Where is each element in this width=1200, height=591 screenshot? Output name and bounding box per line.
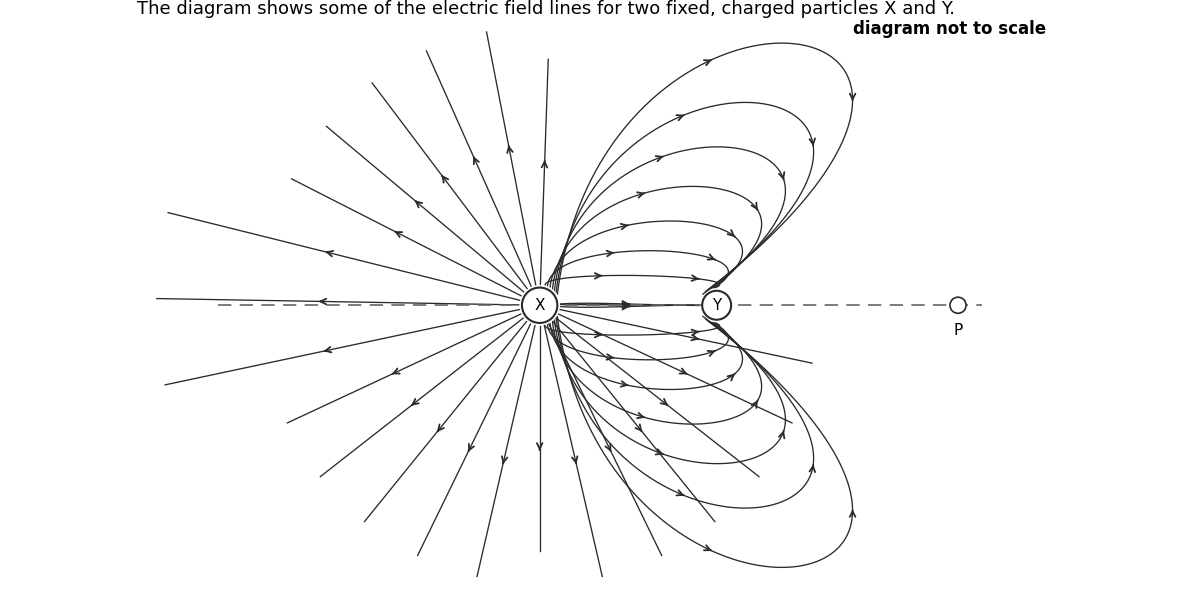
Circle shape (950, 297, 966, 313)
Text: The diagram shows some of the electric field lines for two fixed, charged partic: The diagram shows some of the electric f… (138, 0, 955, 18)
Text: diagram not to scale: diagram not to scale (853, 20, 1046, 38)
Text: Y: Y (712, 298, 721, 313)
Circle shape (522, 288, 557, 323)
Circle shape (702, 291, 731, 320)
Text: X: X (534, 298, 545, 313)
Text: P: P (953, 323, 962, 338)
